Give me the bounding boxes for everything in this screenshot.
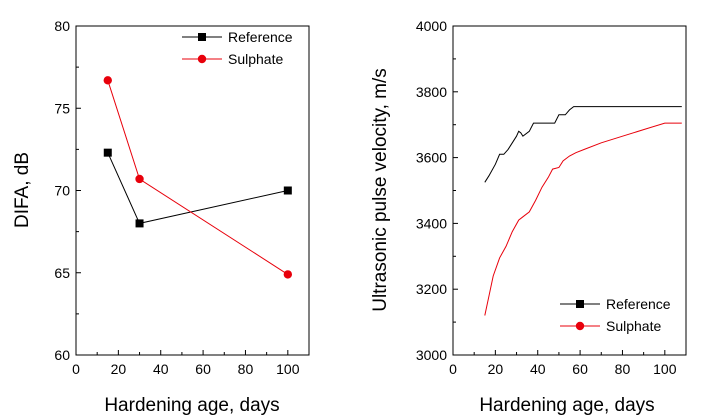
difa-ticks: 0 20 40 60 80 100 60 65 70 75 80	[54, 18, 299, 377]
difa-legend-reference-label: Reference	[228, 29, 293, 45]
difa-reference-point	[104, 149, 112, 157]
difa-legend-reference-marker	[198, 33, 206, 41]
upv-x-tick-label: 20	[488, 361, 504, 377]
difa-x-tick-label: 60	[195, 361, 211, 377]
difa-sulphate-line	[108, 80, 288, 274]
upv-x-tick-label: 40	[530, 361, 546, 377]
upv-y-axis-title: Ultrasonic pulse velocity, m/s	[370, 68, 391, 312]
upv-x-tick-label: 60	[572, 361, 588, 377]
upv-legend-sulphate-marker	[576, 322, 584, 330]
upv-y-tick-label: 3600	[416, 150, 447, 166]
difa-sulphate-point	[284, 270, 292, 278]
difa-legend: Reference Sulphate	[182, 29, 293, 67]
difa-series-markers	[104, 76, 292, 279]
difa-chart: 0 20 40 60 80 100 60 65 70 75 80 Hardening age, da…	[12, 18, 309, 416]
difa-sulphate-point	[104, 76, 112, 84]
difa-y-tick-label: 70	[54, 183, 70, 199]
upv-x-axis-title: Hardening age, days	[479, 395, 654, 416]
difa-y-tick-label: 65	[54, 265, 70, 281]
upv-sulphate-line	[485, 123, 682, 315]
upv-legend-reference-label: Reference	[606, 296, 671, 312]
upv-y-tick-label: 3400	[416, 215, 447, 231]
difa-y-tick-label: 75	[54, 100, 70, 116]
difa-y-axis-title: DIFA, dB	[12, 152, 33, 228]
difa-legend-sulphate-label: Sulphate	[228, 51, 283, 67]
upv-legend: Reference Sulphate	[560, 296, 671, 334]
upv-legend-sulphate-label: Sulphate	[606, 318, 661, 334]
upv-legend-reference-marker	[576, 300, 584, 308]
upv-chart: 0 20 40 60 80 100 3000 3200 3400 3600 3800 4000 Har…	[370, 18, 686, 416]
upv-x-tick-label: 80	[615, 361, 631, 377]
difa-y-tick-label: 60	[54, 347, 70, 363]
difa-plot-frame	[76, 26, 309, 355]
difa-reference-point	[284, 187, 292, 195]
difa-x-tick-label: 100	[276, 361, 300, 377]
difa-legend-sulphate-marker	[198, 55, 206, 63]
difa-reference-point	[136, 219, 144, 227]
difa-x-tick-label: 80	[238, 361, 254, 377]
difa-x-tick-label: 40	[153, 361, 169, 377]
difa-series-lines	[108, 80, 288, 274]
upv-y-tick-label: 3000	[416, 347, 447, 363]
difa-y-tick-label: 80	[54, 18, 70, 34]
upv-x-tick-label: 100	[653, 361, 677, 377]
difa-x-tick-label: 0	[72, 361, 80, 377]
upv-x-tick-label: 0	[449, 361, 457, 377]
upv-y-tick-label: 3200	[416, 281, 447, 297]
upv-y-tick-label: 3800	[416, 84, 447, 100]
upv-reference-line	[485, 107, 682, 183]
difa-x-tick-label: 20	[111, 361, 127, 377]
upv-y-tick-label: 4000	[416, 18, 447, 34]
difa-sulphate-point	[135, 175, 143, 183]
upv-series-lines	[485, 107, 682, 316]
figure: 0 20 40 60 80 100 60 65 70 75 80 Hardening age, da…	[0, 0, 704, 417]
difa-x-axis-title: Hardening age, days	[104, 395, 279, 416]
